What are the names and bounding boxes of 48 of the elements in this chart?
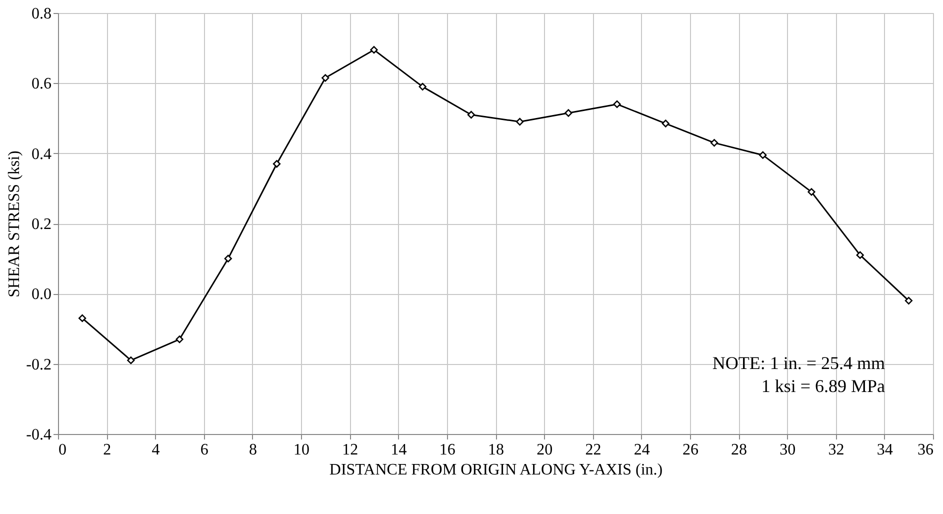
x-tick-label: 8	[248, 442, 257, 458]
x-tick-label: 0	[58, 442, 66, 458]
annotation: 1 ksi = 6.89 MPa	[761, 376, 885, 396]
point	[516, 118, 524, 126]
x-tick-label: 24	[634, 442, 650, 458]
point	[370, 46, 378, 54]
point	[272, 160, 281, 168]
annotation: NOTE: 1 in. = 25.4 mm	[712, 353, 885, 373]
point	[78, 314, 86, 322]
x-tick-label: 18	[488, 442, 504, 458]
point	[904, 296, 913, 304]
point	[710, 138, 718, 147]
x-tick-label: 12	[342, 442, 358, 458]
x-tick-label: 30	[780, 442, 796, 458]
y-tick-label: 0.0	[32, 286, 52, 304]
point	[467, 110, 476, 119]
x-tick-label: 20	[536, 442, 553, 458]
x-tick-label: 28	[731, 442, 748, 458]
x-axis-title: DISTANCE FROM ORIGIN ALONG Y-AXIS (in.)	[329, 462, 663, 478]
x-tick-label: 10	[294, 442, 310, 458]
y-axis-title: SHEAR STRESS (ksi)	[6, 150, 24, 298]
y-tick-label: 0.4	[32, 146, 52, 163]
y-tick-label: -0.2	[26, 356, 52, 374]
point	[127, 356, 135, 364]
point	[759, 151, 767, 159]
x-tick-label: 6	[200, 442, 208, 458]
point	[176, 335, 184, 344]
x-tick-label: 36	[918, 442, 934, 458]
point	[224, 254, 232, 262]
point	[322, 74, 330, 82]
x-tick-label: 2	[103, 442, 112, 458]
y-tick-label: 0.8	[32, 6, 52, 22]
y-tick-label: 0.6	[32, 76, 52, 93]
x-tick-label: 32	[828, 442, 844, 458]
point	[856, 251, 864, 259]
point	[662, 120, 670, 128]
x-tick-label: 26	[682, 442, 698, 458]
point	[613, 100, 621, 108]
y-tick-label: -0.4	[26, 426, 52, 444]
point	[808, 188, 816, 196]
x-tick-label: 4	[152, 442, 160, 458]
y-tick-label: 0.2	[32, 216, 52, 233]
x-tick-label: 22	[585, 442, 602, 458]
x-tick-label: 16	[439, 442, 456, 458]
point	[418, 82, 426, 90]
x-tick-label: 14	[390, 442, 407, 458]
point	[564, 109, 572, 117]
x-tick-label: 34	[876, 442, 893, 458]
